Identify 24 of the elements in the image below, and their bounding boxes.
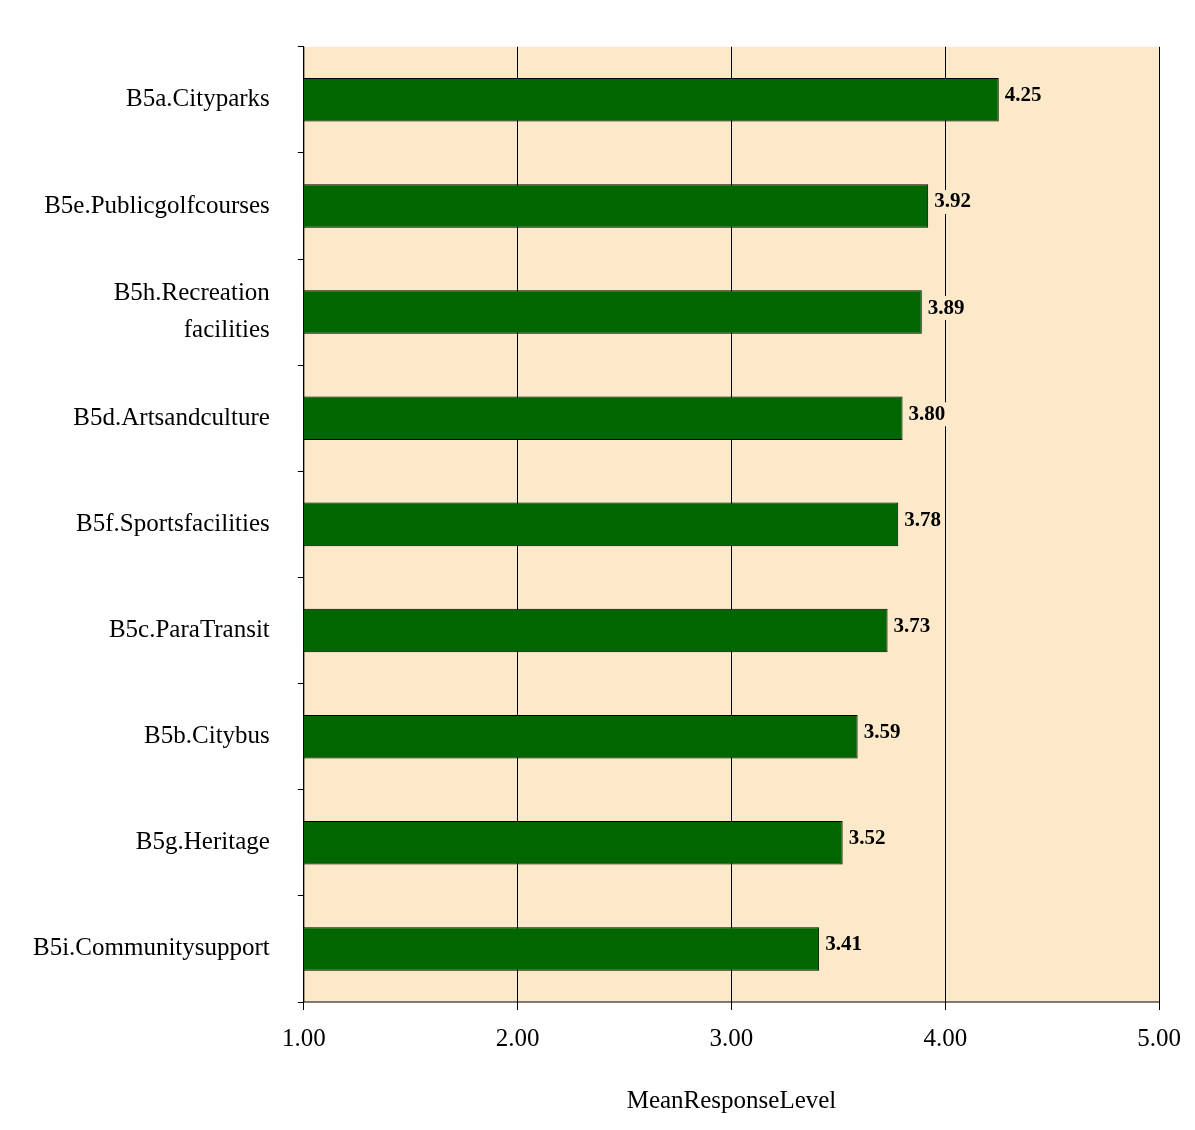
x-tick-label: 1.00	[281, 1023, 326, 1051]
y-tick-label: B5c.ParaTransit	[108, 615, 270, 643]
data-label: 3.89	[927, 294, 965, 319]
x-tick-label: 5.00	[1137, 1023, 1181, 1051]
x-tick-label: 3.00	[709, 1023, 754, 1051]
data-label: 3.59	[863, 719, 901, 744]
y-tick-label: B5g.Heritage	[135, 827, 270, 855]
y-tick-label: B5h.Recreation facilities	[113, 277, 271, 343]
x-tick-label: 2.00	[495, 1023, 540, 1051]
y-tick-label: B5i.Communitysupport	[32, 933, 270, 961]
y-tick-label: B5e.Publicgolfcourses	[44, 190, 270, 218]
data-label: 3.41	[825, 931, 862, 956]
x-tick-label: 4.00	[923, 1023, 968, 1051]
y-tick-label: B5d.Artsandculture	[73, 402, 270, 430]
y-tick-label: B5b.Citybus	[144, 721, 270, 749]
data-label: 3.78	[904, 506, 942, 531]
data-label: 4.25	[1004, 82, 1042, 107]
data-label: 3.73	[893, 612, 931, 637]
x-axis-title: MeanResponseLevel	[626, 1085, 837, 1113]
data-label: 3.92	[934, 188, 971, 213]
data-label: 3.80	[908, 400, 946, 425]
y-tick-label: B5a.Cityparks	[126, 84, 270, 112]
y-tick-label: B5f.Sportsfacilities	[76, 508, 270, 536]
data-label: 3.52	[848, 825, 886, 850]
